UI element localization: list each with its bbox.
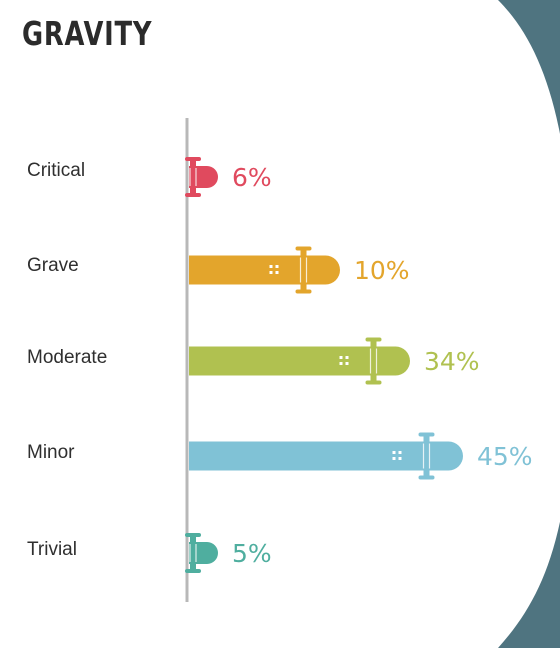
bar-row-grave: Grave 10% <box>27 247 410 294</box>
category-label: Minor <box>27 442 75 463</box>
category-label: Moderate <box>27 347 107 368</box>
bar-moderate <box>189 338 410 385</box>
bar-row-moderate: Moderate 34% <box>27 338 480 385</box>
value-label: 6% <box>232 163 272 192</box>
bar-critical <box>185 157 218 197</box>
value-label: 5% <box>232 539 272 568</box>
bar-trivial <box>185 533 218 573</box>
bar-grave <box>189 247 340 294</box>
bar-row-trivial: Trivial 5% <box>27 533 272 573</box>
bar-row-critical: Critical 6% <box>27 157 272 197</box>
bar-minor <box>189 433 463 480</box>
value-label: 10% <box>354 256 410 285</box>
value-label: 45% <box>477 442 533 471</box>
category-label: Grave <box>27 255 79 276</box>
value-label: 34% <box>424 347 480 376</box>
bar-row-minor: Minor 45% <box>27 433 533 480</box>
category-label: Critical <box>27 160 85 181</box>
category-label: Trivial <box>27 539 77 560</box>
